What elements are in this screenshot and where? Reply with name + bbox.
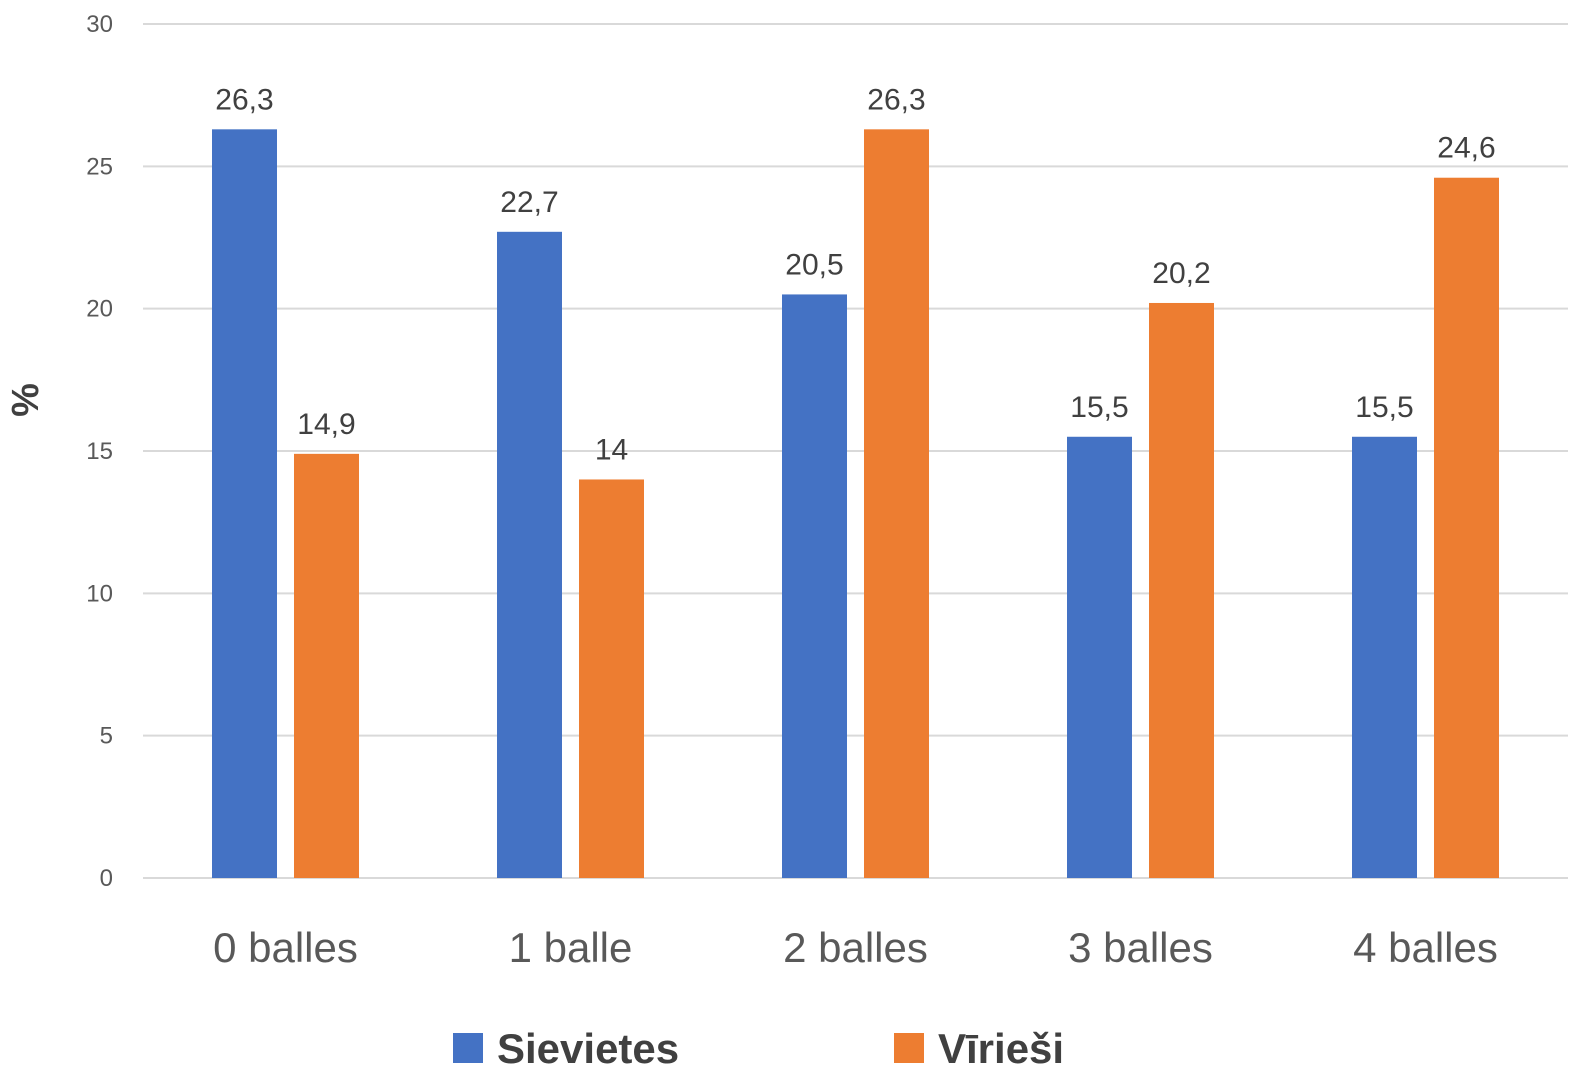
bar-sievietes xyxy=(1067,436,1132,878)
legend-swatch xyxy=(894,1033,924,1063)
y-axis-label: % xyxy=(5,383,47,417)
legend-item: Sievietes xyxy=(453,1025,679,1071)
y-tick-label: 5 xyxy=(100,723,113,750)
bars xyxy=(212,129,1499,879)
bar-virieshi xyxy=(864,129,929,878)
bar-virieshi xyxy=(579,479,644,878)
bar-virieshi xyxy=(294,453,359,878)
data-labels: 26,3 14,9 22,7 14 20,5 26,3 15,5 20,2 15,5 24,6 xyxy=(215,83,1495,466)
x-category-label: 0 balles xyxy=(213,924,358,971)
x-category-label: 1 balle xyxy=(509,924,633,971)
data-label: 20,2 xyxy=(1152,257,1210,290)
data-label: 24,6 xyxy=(1437,132,1495,165)
x-category-label: 4 balles xyxy=(1353,924,1498,971)
x-category-label: 2 balles xyxy=(783,924,928,971)
y-tick-label: 10 xyxy=(86,580,113,607)
bar-sievietes xyxy=(497,231,562,879)
y-tick-label: 25 xyxy=(86,153,113,180)
y-tick-label: 0 xyxy=(100,865,113,892)
y-tick-label: 15 xyxy=(86,438,113,465)
bar-sievietes xyxy=(212,129,277,878)
legend-label: Vīrieši xyxy=(938,1025,1064,1071)
data-label: 15,5 xyxy=(1070,391,1128,424)
data-label: 15,5 xyxy=(1355,391,1413,424)
legend-swatch xyxy=(453,1033,483,1063)
x-axis-categories: 0 balles 1 balle 2 balles 3 balles 4 balles xyxy=(213,924,1498,971)
legend: Sievietes Vīrieši xyxy=(453,1025,1064,1071)
data-label: 22,7 xyxy=(500,186,558,219)
x-category-label: 3 balles xyxy=(1068,924,1213,971)
data-label: 26,3 xyxy=(867,83,925,116)
legend-item: Vīrieši xyxy=(894,1025,1064,1071)
data-label: 14,9 xyxy=(297,408,355,441)
bar-sievietes xyxy=(782,294,847,878)
data-label: 20,5 xyxy=(785,248,843,281)
bar-sievietes xyxy=(1352,436,1417,878)
gridlines xyxy=(143,23,1568,879)
data-label: 14 xyxy=(595,433,628,466)
y-tick-label: 30 xyxy=(86,11,113,38)
y-axis-ticks: 0 5 10 15 20 25 30 xyxy=(86,11,113,892)
bar-virieshi xyxy=(1434,177,1499,879)
legend-label: Sievietes xyxy=(497,1025,679,1071)
bar-virieshi xyxy=(1149,302,1214,878)
data-label: 26,3 xyxy=(215,83,273,116)
y-tick-label: 20 xyxy=(86,296,113,323)
